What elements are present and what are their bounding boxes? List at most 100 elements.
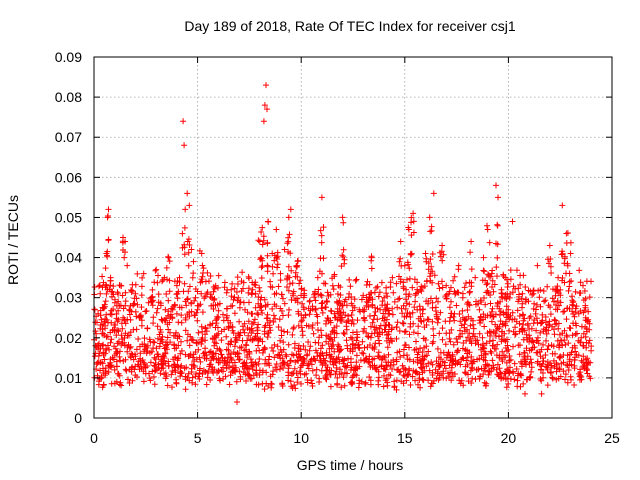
- data-point: [215, 272, 222, 279]
- data-point: [512, 331, 519, 338]
- data-point: [142, 370, 149, 377]
- data-point: [399, 320, 406, 326]
- data-point: [401, 329, 408, 335]
- data-point: [485, 271, 491, 278]
- data-point: [294, 379, 301, 386]
- data-point: [102, 298, 109, 305]
- data-point: [173, 310, 180, 317]
- data-point: [171, 301, 178, 308]
- data-point: [367, 363, 374, 370]
- data-point: [147, 359, 154, 366]
- data-point: [564, 379, 571, 386]
- data-point: [552, 350, 558, 357]
- data-point: [568, 278, 575, 284]
- data-point: [383, 337, 390, 344]
- data-point: [488, 318, 495, 325]
- data-point: [330, 286, 337, 293]
- data-point: [542, 314, 549, 320]
- data-point: [516, 313, 523, 319]
- data-point: [278, 291, 285, 298]
- data-point: [464, 299, 471, 306]
- data-point: [447, 314, 454, 321]
- data-point: [527, 313, 534, 320]
- data-point: [402, 366, 409, 373]
- data-point: [340, 219, 347, 226]
- data-point: [439, 257, 446, 264]
- data-point: [289, 370, 296, 377]
- data-point: [229, 280, 236, 287]
- data-point: [102, 325, 109, 332]
- data-point: [520, 380, 527, 387]
- data-point: [365, 358, 372, 365]
- data-point: [452, 357, 459, 364]
- data-point: [489, 277, 496, 284]
- data-point: [566, 278, 573, 285]
- data-point: [549, 375, 556, 382]
- data-point: [215, 307, 222, 314]
- data-point: [227, 303, 234, 310]
- data-point: [564, 362, 571, 369]
- data-point: [521, 358, 528, 365]
- data-point: [130, 300, 137, 307]
- data-point: [367, 334, 374, 341]
- data-point: [458, 356, 465, 363]
- data-point: [121, 254, 128, 261]
- data-point: [446, 335, 453, 342]
- data-point: [100, 321, 106, 327]
- data-point: [410, 210, 417, 217]
- data-point: [110, 306, 117, 313]
- data-point: [239, 269, 246, 276]
- data-point: [509, 218, 516, 225]
- data-point: [304, 377, 311, 383]
- data-point: [243, 378, 249, 384]
- data-point: [111, 366, 118, 373]
- data-point: [113, 378, 120, 385]
- data-point: [322, 374, 329, 381]
- data-point: [169, 368, 176, 374]
- data-point: [567, 351, 573, 358]
- data-point: [517, 281, 524, 288]
- data-point: [381, 353, 388, 360]
- data-point: [209, 335, 216, 342]
- data-point: [150, 314, 157, 321]
- data-point: [253, 381, 260, 388]
- data-point: [443, 282, 450, 289]
- data-point: [256, 356, 263, 362]
- data-point: [96, 282, 103, 289]
- data-point: [567, 250, 574, 257]
- data-point: [443, 354, 450, 361]
- data-point: [442, 318, 449, 325]
- data-point: [460, 382, 467, 389]
- data-point: [496, 365, 503, 372]
- data-point: [523, 345, 530, 352]
- data-point: [309, 367, 316, 374]
- data-point: [184, 337, 191, 344]
- data-point: [193, 339, 200, 346]
- data-point: [482, 382, 489, 389]
- data-point: [499, 348, 506, 355]
- data-point: [477, 297, 484, 304]
- data-point: [442, 365, 449, 372]
- data-point: [364, 333, 371, 340]
- data-point: [311, 294, 318, 301]
- data-point: [340, 246, 347, 253]
- data-point: [242, 346, 249, 353]
- data-point: [531, 300, 538, 307]
- data-point: [234, 274, 241, 281]
- data-point: [405, 224, 412, 231]
- data-point: [240, 299, 247, 306]
- data-point: [100, 341, 107, 348]
- data-point: [367, 289, 374, 296]
- data-point: [343, 337, 350, 344]
- data-point: [115, 298, 122, 305]
- data-point: [373, 284, 380, 291]
- data-point: [154, 335, 161, 342]
- data-point: [155, 364, 162, 371]
- data-point: [273, 303, 280, 310]
- data-point: [190, 258, 197, 265]
- data-point: [279, 381, 286, 388]
- data-point: [113, 315, 120, 322]
- data-point: [277, 305, 284, 312]
- data-point: [166, 288, 173, 295]
- data-point: [127, 329, 134, 336]
